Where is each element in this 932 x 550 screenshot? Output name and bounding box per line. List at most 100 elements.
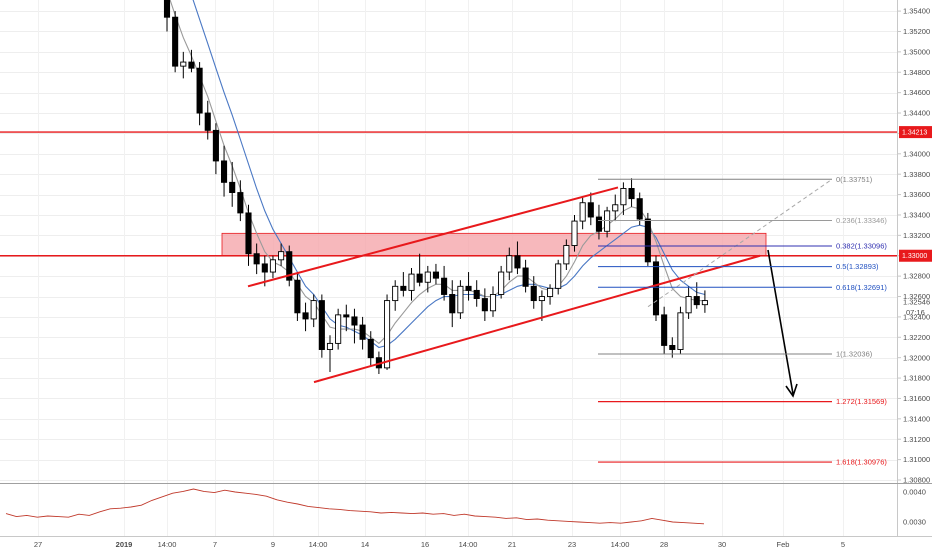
candle-body [408,273,415,291]
price-tick-label: 1.32000 [903,353,930,362]
candle-body [245,212,252,255]
candle [604,206,611,238]
candle [229,161,236,207]
candle [595,204,602,240]
price-tick-label: 1.31800 [903,374,930,383]
candle [644,212,651,266]
time-tick-label: 7 [213,540,217,549]
price-tick-label: 1.33600 [903,190,930,199]
fib-label: 1.272(1.31569) [836,397,887,406]
candle-body [612,204,619,212]
candle-body [604,210,611,232]
candle-body [188,61,195,69]
candle-body [579,202,586,222]
candle [408,267,415,301]
candle-body [400,285,407,291]
candle [326,335,334,372]
fib-label: 0.382(1.33096) [836,242,887,251]
price-tick-label: 1.32600 [903,292,930,301]
time-tick-label: 9 [271,540,275,549]
candle-body [343,314,350,318]
price-tick-label: 1.32800 [903,272,930,281]
candle-body [620,188,627,206]
candle-body [286,251,293,281]
candle-body [269,259,277,273]
time-axis[interactable]: 27 2019 14:00 7 9 14:00 14 16 14:00 21 23 14:00 28 30… [34,540,845,549]
price-badge [899,249,932,262]
price-tick-label: 1.35000 [903,47,930,56]
candle-body [685,296,692,314]
candle [400,272,407,297]
time-tick-label: Feb [777,540,790,549]
time-tick-label: 14:00 [309,540,328,549]
candle [204,100,211,140]
candle [432,263,440,285]
candle [636,192,643,226]
candle [302,302,309,332]
candle-body [547,287,554,297]
candle-body [441,277,448,295]
candle-body [555,263,562,289]
fib-label: 1.618(1.30976) [836,458,887,467]
candle [384,294,391,370]
current-price-label: 1.32546 [903,298,930,307]
time-tick-label: 14:00 [158,540,177,549]
countdown-label: 07:16 [906,308,925,317]
time-tick-label: 21 [508,540,516,549]
candle-body [677,312,684,350]
candle [245,204,252,266]
candle-body [261,263,268,273]
time-tick-label: 2019 [116,540,133,549]
candle-body [587,202,594,218]
candles [163,0,708,374]
candle [628,178,635,207]
price-tick-label: 1.33200 [903,231,930,240]
candle-body [506,255,513,273]
price-tick-label: 1.34800 [903,68,930,77]
candle [441,265,448,301]
candle-body [538,296,545,302]
price-tick-label: 1.33800 [903,170,930,179]
candle [579,196,586,230]
time-tick-label: 30 [718,540,726,549]
resistance-zone-layer [0,131,897,257]
price-tick-label: 1.32400 [903,313,930,322]
candle-body [220,160,228,183]
candle [449,280,456,328]
candle [196,62,203,126]
fib-label: 0.5(1.32893) [836,262,879,271]
candle-body [457,285,464,314]
price-tick-label: 1.34400 [903,109,930,118]
candle-body [253,253,260,265]
price-tick-label: 1.31000 [903,455,930,464]
channel-upper-line [247,186,619,288]
candle-body [489,294,497,312]
candle [416,253,423,287]
candle [620,182,627,215]
candle-body [163,0,171,18]
oscillator-line [5,488,705,525]
candle [701,290,708,313]
candle [538,290,545,321]
candle-body [384,300,391,369]
candle-body [571,220,578,246]
candle [506,247,513,281]
price-tick-label: 1.35200 [903,27,930,36]
candle-body [359,324,366,340]
candle [278,243,285,266]
candle [465,272,472,301]
candle-body [326,342,334,350]
candle-body [392,285,399,302]
candle-body [212,129,219,162]
price-badge-label: 1.34213 [902,130,927,137]
candle-body [172,16,179,67]
candle [163,0,171,32]
fibonacci: 0(1.33751) 0.236(1.33346) 0.382(1.33096) 0.… [598,175,887,467]
candle [661,306,668,354]
candle [498,265,505,299]
candle [457,280,464,319]
candle [294,272,301,321]
candle [547,284,554,305]
